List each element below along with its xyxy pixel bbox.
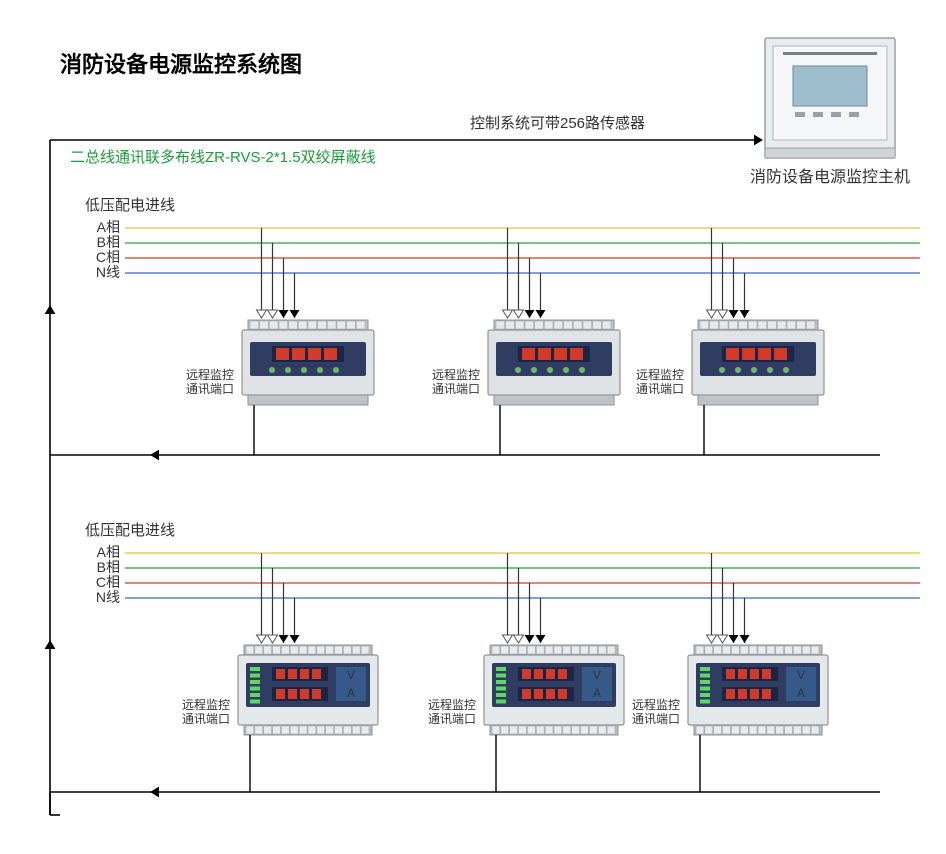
svg-text:A: A [347, 686, 355, 700]
diagram-canvas: 消防设备电源监控系统图 控制系统可带256路传感器 二总线通讯联多布线ZR-RV… [0, 0, 946, 854]
svg-text:远程监控: 远程监控 [182, 697, 230, 712]
svg-text:N线: N线 [96, 264, 120, 280]
svg-text:通讯端口: 通讯端口 [432, 382, 480, 396]
svg-text:低压配电进线: 低压配电进线 [85, 197, 175, 214]
svg-text:V: V [347, 668, 355, 682]
host-controller [765, 38, 895, 158]
svg-text:远程监控: 远程监控 [636, 367, 684, 382]
svg-text:A: A [593, 686, 601, 700]
svg-text:C相: C相 [96, 249, 120, 265]
svg-text:B相: B相 [97, 559, 120, 575]
svg-text:通讯端口: 通讯端口 [636, 382, 684, 396]
svg-text:远程监控: 远程监控 [428, 697, 476, 712]
svg-text:A: A [797, 686, 805, 700]
svg-text:通讯端口: 通讯端口 [428, 712, 476, 726]
svg-text:V: V [797, 668, 805, 682]
svg-text:远程监控: 远程监控 [432, 367, 480, 382]
svg-text:B相: B相 [97, 234, 120, 250]
sensor-module-b: VA [484, 645, 624, 735]
sensor-module [488, 320, 620, 405]
sensor-module [242, 320, 374, 405]
bus-wire-spec-label: 二总线通讯联多布线ZR-RVS-2*1.5双绞屏蔽线 [70, 149, 376, 166]
svg-text:C相: C相 [96, 574, 120, 590]
sensor-module-b: VA [238, 645, 378, 735]
svg-text:通讯端口: 通讯端口 [186, 382, 234, 396]
svg-text:N线: N线 [96, 589, 120, 605]
svg-text:远程监控: 远程监控 [186, 367, 234, 382]
sensor-group-2: 低压配电进线A相B相C相N线VA远程监控通讯端口VA远程监控通讯端口VA远程监控… [50, 522, 920, 797]
svg-text:通讯端口: 通讯端口 [632, 712, 680, 726]
svg-text:通讯端口: 通讯端口 [182, 712, 230, 726]
top-sensor-count-label: 控制系统可带256路传感器 [470, 115, 645, 132]
svg-text:远程监控: 远程监控 [632, 697, 680, 712]
svg-text:A相: A相 [97, 219, 120, 235]
host-controller-label: 消防设备电源监控主机 [750, 168, 910, 186]
svg-text:A相: A相 [97, 544, 120, 560]
svg-text:V: V [593, 668, 601, 682]
sensor-group-1: 低压配电进线A相B相C相N线远程监控通讯端口远程监控通讯端口远程监控通讯端口 [50, 197, 920, 460]
sensor-module [692, 320, 824, 405]
sensor-module-b: VA [688, 645, 828, 735]
svg-text:低压配电进线: 低压配电进线 [85, 522, 175, 539]
diagram-title: 消防设备电源监控系统图 [60, 52, 302, 77]
